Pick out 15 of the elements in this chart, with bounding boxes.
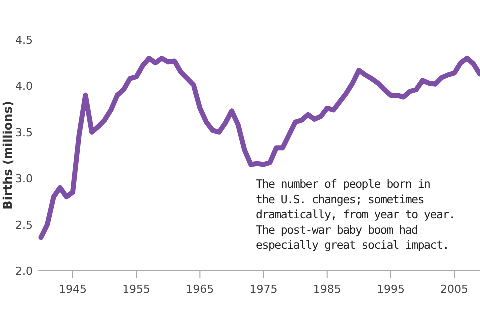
x-tick-label: 1955 <box>122 283 151 296</box>
annotation: The number of people born in the U.S. changes; sometimes dramatically, from year to year. The post-war baby boom had especially great social impact. <box>256 177 456 252</box>
y-tick-label: 2.5 <box>16 218 33 232</box>
x-tick-label: 1945 <box>58 283 87 296</box>
y-tick-label: 4.0 <box>16 80 33 94</box>
x-tick-label: 1985 <box>313 283 342 296</box>
y-tick-label: 3.5 <box>16 126 33 140</box>
y-tick-label: 3.0 <box>16 172 33 186</box>
y-tick-label: 2.0 <box>16 265 33 278</box>
x-tick-label: 2005 <box>440 283 469 296</box>
y-axis-title: Births (millions) <box>1 101 15 210</box>
y-tick-label: 4.5 <box>16 34 33 47</box>
x-tick-label: 1965 <box>186 283 214 296</box>
x-tick-label: 1995 <box>376 283 405 296</box>
x-tick-label: 1975 <box>250 283 278 296</box>
